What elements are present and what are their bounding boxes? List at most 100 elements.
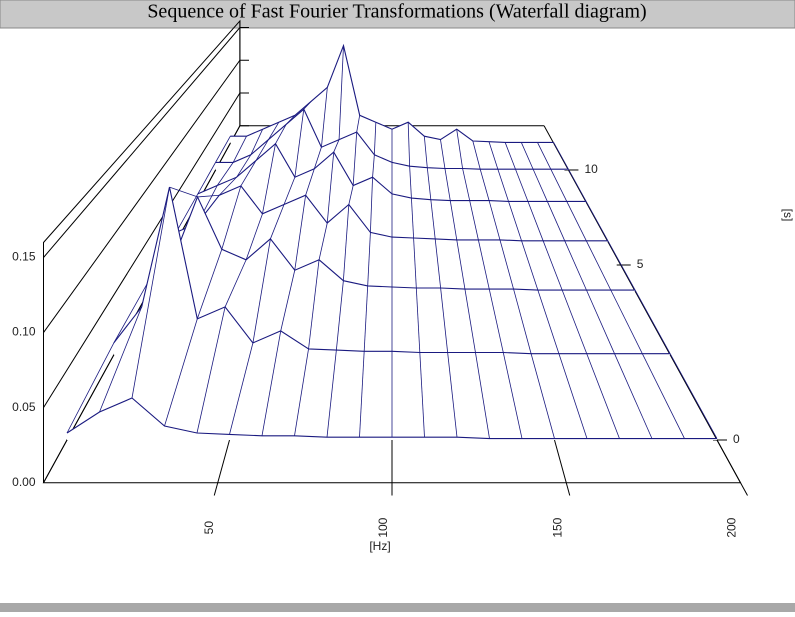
surface-column xyxy=(561,289,588,354)
z-grid-line xyxy=(43,125,249,483)
x-axis-label: [Hz] xyxy=(369,539,390,553)
surface-column xyxy=(504,142,516,170)
surface-column xyxy=(283,177,296,205)
surface-column xyxy=(456,129,463,169)
surface-column xyxy=(407,122,411,167)
surface-column xyxy=(359,351,365,438)
surface-column xyxy=(669,353,718,439)
surface-column xyxy=(585,240,612,291)
plot: 0.00 0.05 0.10 0.15 50 100 150 200 0 5 10 xyxy=(12,19,748,538)
surface-column xyxy=(255,139,269,161)
surface-column xyxy=(215,135,231,163)
y-tick-label: 0 xyxy=(733,432,740,446)
surface-column xyxy=(221,185,242,250)
surface-column xyxy=(415,288,421,353)
surface-column xyxy=(342,204,350,281)
surface-column xyxy=(462,168,471,201)
x-tick-label: 100 xyxy=(376,517,390,537)
surface-column xyxy=(434,238,442,289)
y-tick-label: 10 xyxy=(584,162,598,176)
surface-column xyxy=(566,201,587,241)
surface-column xyxy=(99,306,143,413)
surface-column xyxy=(497,169,509,202)
surface-column xyxy=(585,201,609,242)
surface-column xyxy=(488,200,501,240)
x-tick-label: 200 xyxy=(725,517,739,537)
surface-column xyxy=(308,259,320,349)
surface-column xyxy=(546,201,566,241)
surface-column xyxy=(475,352,490,439)
surface-column xyxy=(175,193,199,233)
surface-column xyxy=(338,45,344,140)
surface-column xyxy=(261,330,282,436)
surface-column xyxy=(280,270,296,331)
surface-column xyxy=(270,204,285,239)
surface-column xyxy=(197,162,216,195)
surface-column xyxy=(527,201,544,241)
surface-column xyxy=(250,129,264,155)
surface-column xyxy=(479,169,490,201)
surface-column xyxy=(477,239,490,290)
surface-column xyxy=(440,139,446,169)
surface-column xyxy=(508,201,522,241)
surface-column xyxy=(196,249,223,320)
surface-column xyxy=(409,166,412,199)
slice-fill xyxy=(67,398,717,440)
surface-column xyxy=(444,168,451,201)
surface-column xyxy=(553,142,569,170)
z-tick-label: 0.10 xyxy=(12,325,36,339)
surface-column xyxy=(321,87,328,148)
surface-column xyxy=(499,239,514,290)
surface-column xyxy=(372,154,375,178)
surface-column xyxy=(356,115,361,133)
slice-fill xyxy=(215,109,569,170)
surface-column xyxy=(513,288,532,354)
surface-column xyxy=(318,223,328,260)
surface-column xyxy=(537,290,560,354)
surface-column xyxy=(245,213,263,260)
surface-column xyxy=(352,131,358,186)
surface-column xyxy=(232,135,247,163)
surface-column xyxy=(610,289,643,354)
surface-column xyxy=(294,195,307,271)
x-tick-label: 50 xyxy=(202,521,216,535)
surface-column xyxy=(564,240,587,291)
surface-column xyxy=(447,352,458,438)
y-axis-label: [s] xyxy=(781,209,795,222)
surface-column xyxy=(275,124,287,144)
surface-column xyxy=(568,169,587,202)
surface-column xyxy=(326,152,335,224)
surface-column xyxy=(313,147,322,169)
surface-column xyxy=(419,352,425,438)
surface-column xyxy=(413,237,417,289)
surface-column xyxy=(367,232,371,286)
surface-column xyxy=(488,141,499,170)
surface-column xyxy=(113,280,150,344)
surface-column xyxy=(502,352,523,439)
surface-column xyxy=(66,342,115,434)
surface-column xyxy=(363,285,369,352)
y-tick-label: 5 xyxy=(637,257,644,271)
surface-column xyxy=(586,353,620,439)
surface-column xyxy=(558,353,588,439)
surface-column xyxy=(469,200,479,240)
title-bar xyxy=(0,0,795,29)
surface-column xyxy=(641,353,685,439)
surface-column xyxy=(216,162,234,186)
surface-column xyxy=(614,353,653,439)
surface-column xyxy=(426,167,432,200)
x-tick xyxy=(213,439,230,496)
surface-column xyxy=(472,140,481,170)
x-tick-label: 150 xyxy=(550,517,564,537)
surface-column xyxy=(240,160,257,187)
surface-column xyxy=(236,154,252,178)
surface-column xyxy=(537,142,552,170)
surface-column xyxy=(294,348,309,436)
x-tick xyxy=(716,439,748,496)
surface-column xyxy=(262,143,276,214)
surface-column xyxy=(131,187,170,399)
surface-column xyxy=(224,259,247,308)
surface-column xyxy=(423,136,428,168)
surface-column xyxy=(348,185,354,205)
